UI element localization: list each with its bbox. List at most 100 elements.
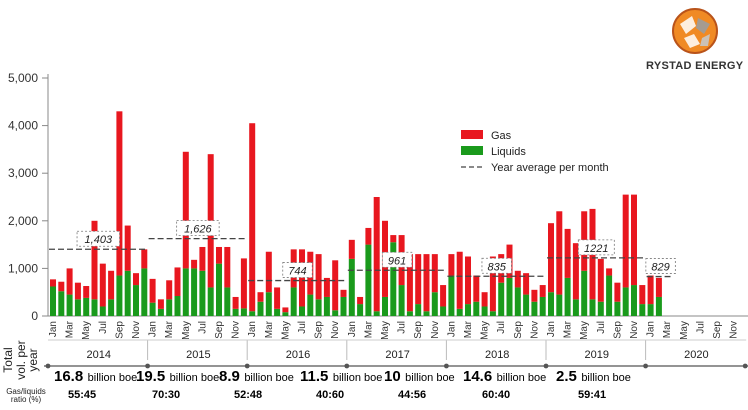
timeline-dot — [244, 363, 250, 369]
year-label: 2016 — [286, 349, 310, 361]
year-average-box — [645, 258, 676, 274]
gas-bar — [523, 273, 530, 295]
gas-bar — [108, 270, 115, 300]
liquids-bar — [274, 308, 281, 316]
volume-unit: billion boe — [332, 372, 383, 384]
month-tick-label: Sep — [413, 321, 424, 339]
year-label: 2017 — [385, 349, 409, 361]
ratio-2020: 59:41 — [578, 389, 607, 401]
liquids-bar — [124, 270, 131, 316]
month-tick-label: Sep — [712, 321, 723, 339]
liquids-bar — [307, 294, 314, 316]
month-tick-label: Jan — [347, 321, 358, 337]
gas-bar — [50, 279, 56, 287]
liquids-bar — [133, 285, 139, 316]
liquids-bar — [99, 306, 106, 316]
legend-label: Gas — [491, 130, 512, 142]
month-tick-label: Jan — [247, 321, 258, 337]
year-average-label: 961 — [388, 255, 406, 267]
liquids-bar — [639, 304, 646, 316]
brand-name: RYSTAD ENERGY — [646, 60, 744, 72]
liquids-bar — [572, 299, 579, 316]
volume-2017: 11.5 billion boe — [300, 368, 382, 386]
legend-swatch — [461, 146, 483, 155]
liquids-bar — [406, 311, 413, 316]
liquids-bar — [481, 306, 488, 316]
year-label: 2019 — [585, 349, 609, 361]
liquids-bar — [456, 308, 463, 316]
month-tick-label: Sep — [513, 321, 524, 339]
month-tick-label: Nov — [231, 321, 242, 339]
liquids-bar — [282, 312, 289, 316]
month-tick-label: Jul — [98, 321, 109, 334]
y-tick-label: 0 — [31, 309, 38, 323]
liquids-bar — [58, 291, 65, 316]
gas-bar — [315, 254, 322, 300]
liquids-bar — [166, 299, 173, 316]
month-tick-label: Jul — [397, 321, 408, 334]
gas-bar — [431, 254, 438, 293]
liquids-bar — [240, 308, 247, 316]
gas-bar — [440, 285, 447, 307]
month-tick-label: Jul — [695, 321, 706, 334]
ratio-2018: 44:56 — [398, 389, 427, 401]
timeline-dot — [643, 363, 648, 369]
gas-bar — [365, 227, 372, 245]
timeline-dot — [344, 363, 350, 369]
liquids-bar — [207, 287, 214, 316]
gas-bar — [373, 197, 380, 312]
liquids-bar — [257, 301, 264, 316]
gas-bar — [216, 246, 222, 264]
liquids-bar — [91, 299, 98, 316]
month-tick-label: Jan — [446, 321, 457, 337]
gas-bar — [539, 285, 546, 297]
year-average-label: 835 — [488, 261, 507, 273]
liquids-bar — [83, 297, 90, 316]
month-tick-label: May — [81, 321, 92, 340]
gas-bar — [655, 277, 662, 297]
liquids-bar — [465, 304, 471, 316]
month-tick-label: Sep — [214, 321, 225, 339]
liquids-bar — [373, 311, 380, 316]
liquids-bar — [191, 268, 198, 316]
month-tick-label: Mar — [662, 320, 673, 338]
gas-bar — [232, 296, 239, 309]
liquids-bar — [506, 277, 513, 316]
year-average-box — [381, 251, 413, 268]
gas-bar — [647, 275, 654, 305]
liquids-bar — [182, 268, 189, 316]
volume-2020: 2.5 billion boe — [556, 368, 631, 386]
year-label: 2018 — [485, 349, 509, 361]
month-tick-label: Mar — [363, 320, 374, 338]
volume-2019: 14.6 billion boe — [463, 368, 546, 386]
gas-bar — [340, 289, 347, 297]
liquids-bar — [589, 299, 596, 316]
volume-value: 8.9 — [219, 368, 240, 385]
gas-bar — [556, 211, 563, 295]
gas-bar — [456, 251, 463, 309]
liquids-bar — [265, 292, 272, 316]
ratio-2015: 70:30 — [152, 389, 181, 401]
liquids-bar — [108, 299, 115, 316]
volume-value: 14.6 — [463, 368, 493, 385]
month-tick-label: Sep — [114, 321, 125, 339]
timeline-dot — [543, 363, 549, 369]
volume-unit: billion boe — [581, 372, 631, 384]
timeline-dot — [444, 363, 449, 369]
gas-bar — [157, 299, 164, 309]
gas-bar — [323, 277, 330, 297]
month-tick-label: May — [679, 321, 690, 340]
timeline-dot — [45, 363, 51, 369]
month-tick-label: Nov — [430, 321, 441, 339]
liquids-bar — [556, 294, 563, 316]
month-tick-label: Sep — [612, 321, 623, 339]
liquids-bar — [514, 287, 521, 316]
gas-bar — [622, 194, 629, 288]
gas-bar — [564, 228, 571, 278]
volume-unit: billion boe — [87, 372, 138, 384]
month-tick-label: Jan — [48, 321, 59, 337]
gas-bar — [348, 239, 355, 259]
month-tick-label: Jul — [596, 321, 607, 334]
gas-bar — [191, 259, 198, 269]
